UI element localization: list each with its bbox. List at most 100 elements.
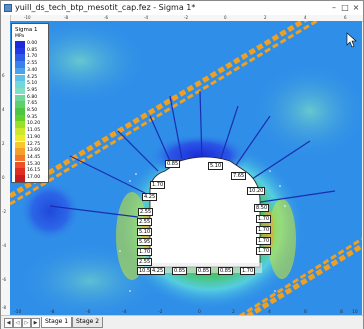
legend-row: 14.45	[15, 154, 48, 162]
tab-stage-2[interactable]: Stage 2	[72, 317, 104, 328]
window-title: yuill_ds_tech_btp_mesotit_cap.fez - Sigm…	[15, 3, 196, 12]
legend-value: 16.15	[27, 168, 41, 174]
title-bar[interactable]: yuill_ds_tech_btp_mesotit_cap.fez - Sigm…	[1, 1, 363, 16]
contour-legend[interactable]: Sigma 1 MPa 0.00 0.85 1.70 2.55 3.40 4.25 5.10…	[11, 23, 49, 183]
legend-row: 12.75	[15, 141, 48, 148]
status-bar: ◀ ◁ ▷ ▶ Stage 1 Stage 2	[1, 315, 363, 329]
legend-row: 8.50	[15, 108, 48, 115]
bolt-value-label: 4.25	[150, 267, 166, 275]
ruler-top-tick: -10	[24, 15, 31, 20]
maximize-button[interactable]: □	[341, 3, 349, 12]
legend-row: 13.60	[15, 148, 48, 155]
legend-swatch	[15, 67, 25, 75]
legend-row: 7.65	[15, 101, 48, 108]
axis-tick-label: 10	[352, 309, 358, 315]
last-stage-icon[interactable]: ▶	[31, 318, 40, 328]
legend-row: 1.70	[15, 54, 48, 61]
bolt-value-label: 7.65	[231, 172, 247, 180]
legend-swatch	[15, 141, 25, 148]
axis-tick-label: -8	[50, 309, 55, 315]
axis-tick-label: 6	[304, 309, 307, 315]
ruler-left-tick: 6	[2, 73, 5, 78]
bolt-value-label: 1.70	[256, 247, 272, 255]
legend-row: 11.05	[15, 128, 48, 135]
legend-row: 16.15	[15, 168, 48, 175]
contour-region	[250, 61, 362, 161]
axis-tick-label: 0	[198, 309, 201, 315]
bolt-value-label: 2.55	[137, 258, 153, 266]
legend-value: 11.90	[27, 134, 41, 140]
legend-value: 5.95	[27, 87, 38, 93]
legend-swatch	[15, 168, 25, 175]
legend-value: 8.50	[27, 108, 38, 113]
legend-value: 11.05	[27, 128, 41, 134]
bolt-value-label: 2.55	[138, 208, 154, 216]
ruler-top-tick: -6	[104, 15, 108, 20]
legend-value: 2.55	[27, 61, 38, 67]
next-stage-icon[interactable]: ▷	[22, 318, 31, 328]
bolt-value-label: 0.85	[165, 160, 181, 168]
ruler-left-tick: -8	[2, 305, 6, 310]
prev-stage-icon[interactable]: ◁	[13, 318, 22, 328]
joint-upper	[10, 21, 320, 206]
minimize-button[interactable]: –	[332, 3, 336, 12]
joint-lower	[238, 237, 362, 315]
ruler-left-tick: 4	[2, 107, 5, 112]
bolt-value-label: 1.70	[256, 226, 272, 234]
legend-row: 15.30	[15, 161, 48, 169]
legend-value: 0.85	[27, 47, 38, 53]
model-view[interactable]: -10 -8 -6 -4 -2 0 2 4 6 8 10 0.85 5.10 7…	[10, 21, 362, 315]
close-button[interactable]: ×	[352, 3, 360, 12]
legend-swatch	[15, 161, 25, 169]
bolt-value-label: 0.85	[172, 267, 188, 275]
bolt-value-label: 0.85	[196, 267, 212, 275]
legend-row: 0.00	[15, 41, 48, 48]
legend-value: 3.40	[27, 67, 38, 73]
legend-swatch	[15, 61, 25, 68]
legend-swatch	[15, 114, 25, 122]
ruler-left-tick: -4	[2, 243, 6, 248]
bolt-value-label: 8.50	[254, 204, 270, 212]
bolt-value-label: 1.70	[240, 267, 256, 275]
legend-value: 0.00	[27, 41, 38, 46]
legend-value: 1.70	[27, 54, 38, 60]
rock-bolts	[49, 90, 336, 218]
legend-value: 14.45	[27, 154, 41, 160]
tab-stage-1[interactable]: Stage 1	[41, 317, 73, 328]
ruler-top-tick: 4	[304, 15, 307, 20]
legend-swatch	[15, 87, 25, 95]
axis-tick-label: -2	[158, 309, 163, 315]
legend-swatch	[15, 121, 25, 128]
legend-value: 9.35	[27, 114, 38, 120]
legend-row: 2.55	[15, 61, 48, 68]
ruler-top-tick: -4	[144, 15, 148, 20]
legend-row: 5.10	[15, 81, 48, 88]
legend-swatch	[15, 148, 25, 155]
bolt-value-label: 5.95	[137, 238, 153, 246]
legend-swatch	[15, 134, 25, 142]
legend-value: 7.65	[27, 101, 38, 107]
legend-swatch	[15, 81, 25, 88]
legend-unit: MPa	[15, 34, 25, 39]
ruler-top-tick: -2	[184, 15, 188, 20]
mouse-cursor-icon	[346, 32, 357, 48]
legend-row: 0.85	[15, 47, 48, 55]
ruler-left-tick: -6	[2, 277, 6, 282]
axis-tick-label: -4	[122, 309, 127, 315]
axis-tick-label: 8	[340, 309, 343, 315]
legend-value: 17.00	[27, 175, 41, 180]
first-stage-icon[interactable]: ◀	[4, 318, 13, 328]
ruler-left-tick: 0	[2, 175, 5, 180]
legend-value: 12.75	[27, 141, 41, 147]
legend-swatch	[15, 54, 25, 61]
bolt-value-label: 5.10	[137, 228, 153, 236]
bolt-value-label: 1.70	[150, 181, 166, 189]
legend-value: 6.80	[27, 94, 38, 100]
axis-tick-label: 2	[232, 309, 235, 315]
legend-value: 13.60	[27, 148, 41, 154]
legend-row: 3.40	[15, 67, 48, 75]
legend-row: 17.00	[15, 175, 48, 182]
bolt-value-label: 1.70	[256, 215, 272, 223]
ruler-left-tick: 2	[2, 141, 5, 146]
query-points	[119, 170, 286, 292]
